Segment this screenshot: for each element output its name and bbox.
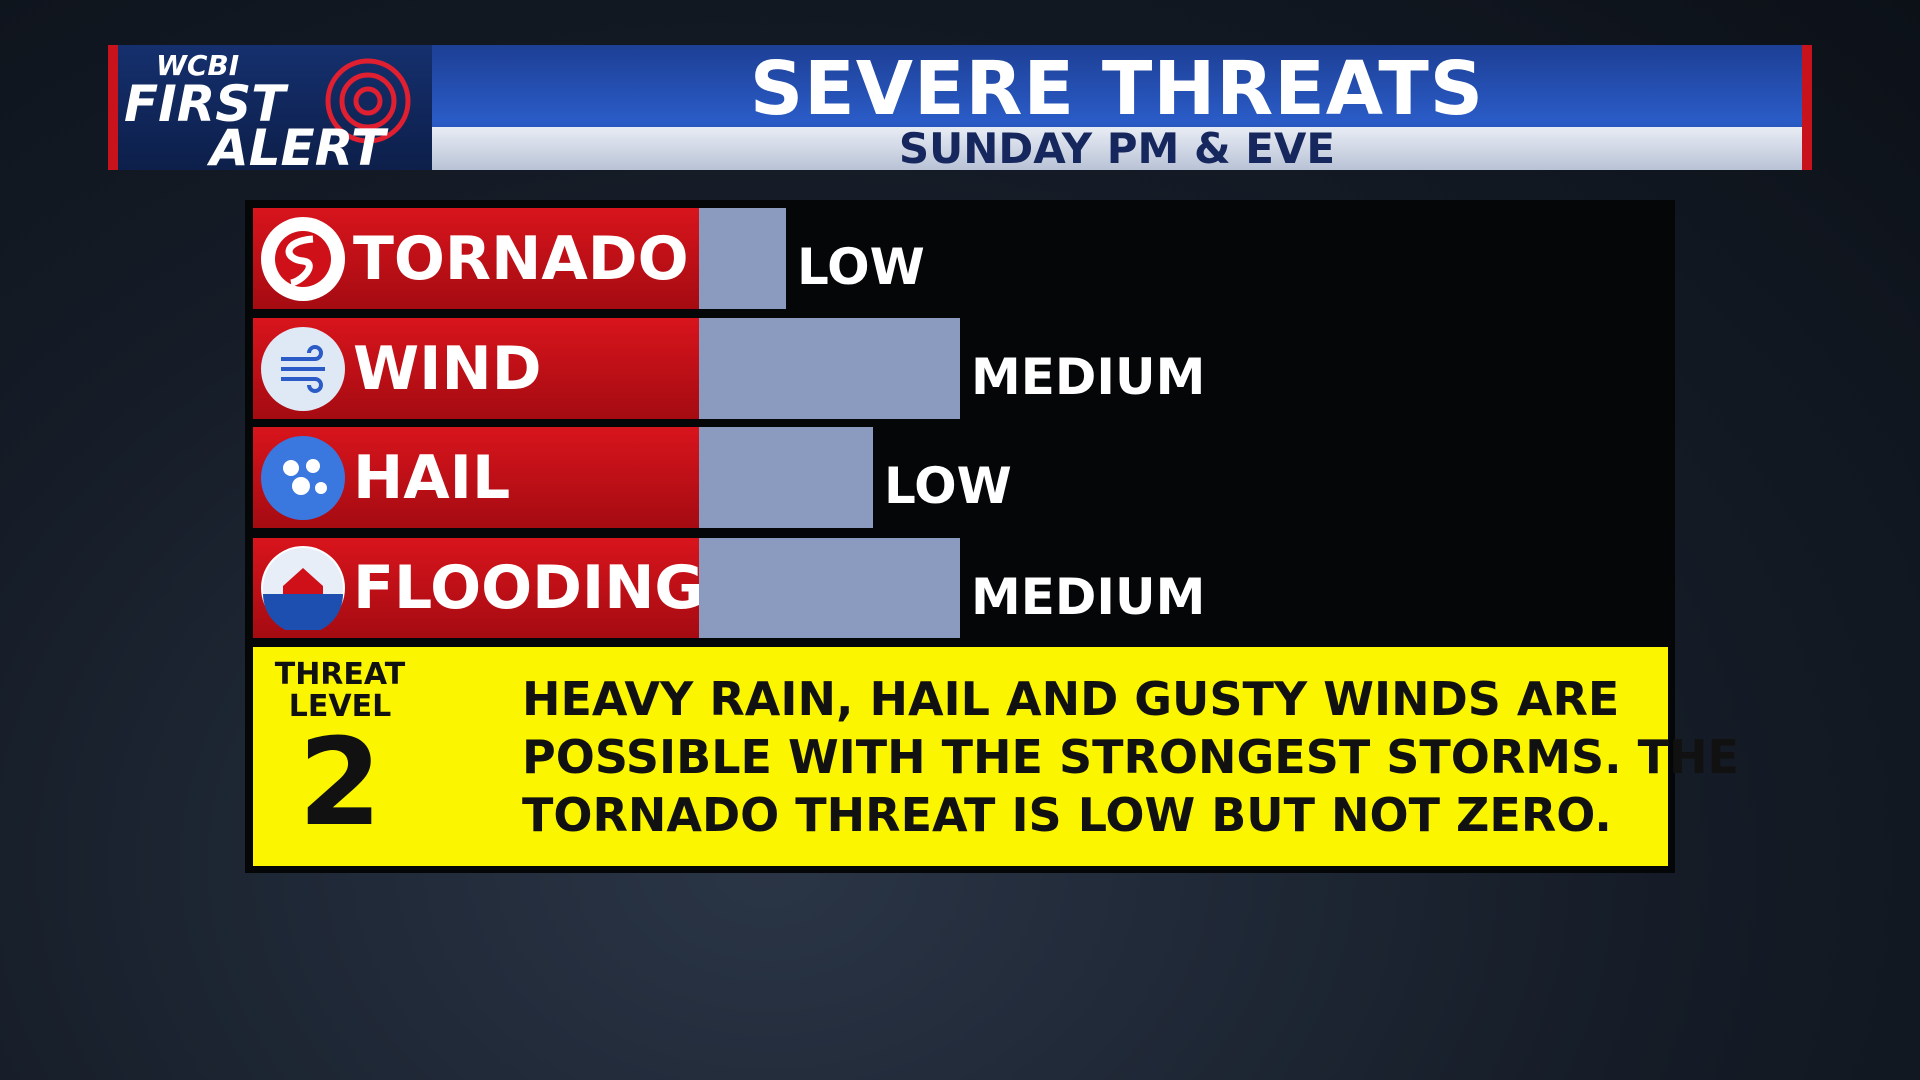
label-line: THREAT: [274, 657, 406, 692]
logo-network: WCBI: [156, 49, 240, 82]
threat-label: HAIL: [253, 427, 699, 528]
message-box: THREAT LEVEL 2 HEAVY RAIN, HAIL AND GUST…: [253, 647, 1739, 866]
threat-bar: [699, 208, 786, 309]
threat-level: LOW: [884, 457, 1012, 515]
threat-panel: TORNADO LOW WIND MEDIUM HAIL LOW FLOODIN…: [245, 200, 1739, 873]
wind-icon: [261, 326, 345, 411]
threat-bar: [699, 427, 873, 528]
logo-line1: FIRST: [124, 75, 286, 133]
threat-bar: [699, 538, 960, 638]
threat-label: FLOODING: [253, 538, 704, 638]
header: WCBI FIRST ALERT SEVERE THREATS SUNDAY P…: [108, 45, 1812, 177]
title: SEVERE THREATS: [749, 46, 1485, 132]
message-line: TORNADO THREAT IS LOW BUT NOT ZERO.: [522, 788, 1612, 842]
subtitle: SUNDAY PM & EVE: [898, 124, 1336, 173]
threat-name: TORNADO: [353, 223, 689, 294]
logo-line2: ALERT: [210, 119, 386, 177]
tornado-icon: [261, 216, 345, 301]
threat-level: MEDIUM: [971, 348, 1206, 406]
threat-level-number: 2: [298, 714, 382, 853]
threat-bar: [699, 318, 960, 419]
threat-label: WIND: [253, 318, 699, 419]
radar-icon: [325, 58, 411, 144]
message-line: POSSIBLE WITH THE STRONGEST STORMS. THE: [522, 730, 1739, 784]
message-line: HEAVY RAIN, HAIL AND GUSTY WINDS ARE: [522, 672, 1620, 726]
threat-level: LOW: [797, 238, 925, 296]
threat-name: HAIL: [353, 442, 511, 513]
flood-icon: [261, 546, 345, 630]
hail-icon: [261, 435, 345, 520]
threat-label: TORNADO: [253, 208, 699, 309]
threat-level-label: THREAT LEVEL: [265, 659, 415, 723]
threat-level: MEDIUM: [971, 568, 1206, 626]
subtitle-band: [432, 127, 1802, 170]
label-line: LEVEL: [288, 689, 392, 724]
threat-name: WIND: [353, 333, 542, 404]
threat-name: FLOODING: [353, 553, 704, 623]
logo: WCBI FIRST ALERT: [118, 45, 432, 177]
